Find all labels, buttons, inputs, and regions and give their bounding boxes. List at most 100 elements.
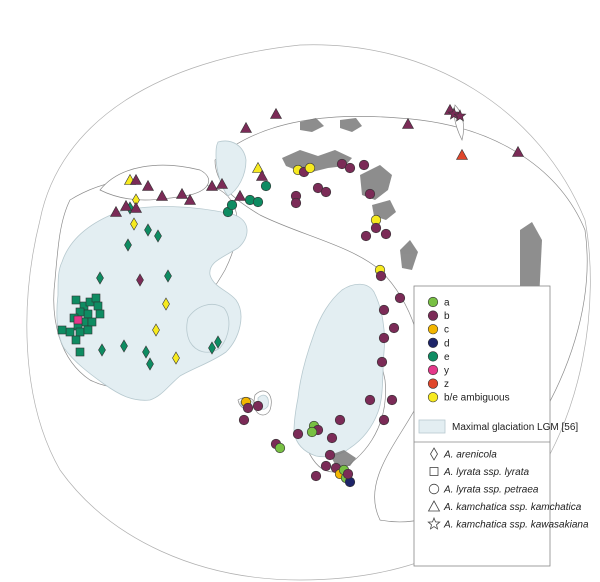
taxon-legend-item: A. kamchatica ssp. kamchatica bbox=[427, 500, 582, 513]
taxon-label: A. kamchatica ssp. kawasakiana bbox=[443, 520, 589, 531]
taxa-legend: A. arenicola A. lyrata ssp. lyrata A. lyra… bbox=[427, 447, 589, 531]
lyrata-marker bbox=[83, 309, 93, 319]
lyrata-marker bbox=[75, 347, 85, 357]
petraea-marker bbox=[334, 414, 346, 426]
petraea-marker bbox=[252, 400, 264, 412]
cluster-legend-item: z bbox=[427, 378, 449, 390]
kawasakiana-marker bbox=[453, 109, 467, 122]
taxon-label: A. arenicola bbox=[443, 450, 497, 461]
kamchatica-marker bbox=[455, 148, 469, 160]
alps-mountains bbox=[330, 450, 356, 466]
taxon-legend-item: A. lyrata ssp. lyrata bbox=[429, 467, 529, 478]
petraea-marker bbox=[312, 182, 324, 194]
siberian-mountains-2 bbox=[340, 118, 362, 132]
arenicola-marker bbox=[136, 273, 144, 287]
greenland-ice bbox=[186, 304, 230, 353]
kamchatica-marker bbox=[175, 187, 189, 199]
cluster-label: b/e ambiguous bbox=[444, 393, 510, 404]
kamchatica-marker bbox=[255, 169, 269, 181]
arenicola-marker bbox=[96, 271, 104, 285]
petraea-marker bbox=[380, 228, 392, 240]
kamchatica-markers bbox=[109, 103, 525, 217]
arenicola-marker bbox=[124, 238, 132, 252]
east-asian-mountains bbox=[400, 240, 418, 270]
lyrata-marker bbox=[75, 327, 85, 337]
taxon-circle-icon bbox=[428, 483, 440, 495]
cluster-swatch bbox=[427, 378, 439, 389]
caucasus-mountains bbox=[300, 118, 324, 132]
petraea-marker bbox=[260, 180, 272, 192]
kamchatica-marker bbox=[141, 179, 155, 191]
cluster-swatch bbox=[427, 351, 439, 362]
lyrata-marker bbox=[95, 309, 105, 319]
arenicola-marker bbox=[144, 223, 152, 237]
cluster-swatch bbox=[427, 296, 439, 308]
petraea-marker bbox=[378, 414, 390, 426]
kawasakiana-markers bbox=[447, 107, 467, 122]
glaciation-legend-item: Maximal glaciation LGM [56] bbox=[418, 419, 578, 434]
arenicola-marker bbox=[142, 345, 150, 359]
petraea-marker bbox=[306, 426, 318, 438]
kawasakiana-marker bbox=[447, 107, 461, 120]
lyrata-markers bbox=[57, 293, 105, 357]
petraea-marker bbox=[252, 196, 264, 208]
arenicola-marker bbox=[98, 343, 106, 357]
lyrata-marker bbox=[57, 325, 67, 335]
kamchatica-marker bbox=[401, 117, 415, 129]
petraea-marker bbox=[386, 394, 398, 406]
petraea-marker bbox=[342, 468, 354, 480]
arenicola-marker bbox=[146, 357, 154, 371]
fennoscandian-ice-sheet bbox=[293, 283, 385, 458]
lyrata-marker bbox=[93, 301, 103, 311]
taxon-label: A. kamchatica ssp. kamchatica bbox=[443, 502, 582, 513]
cluster-swatch bbox=[427, 364, 439, 376]
kamchatica-marker bbox=[129, 173, 143, 185]
cluster-swatch bbox=[427, 337, 439, 348]
cluster-legend-item: b/e ambiguous bbox=[427, 392, 510, 404]
arenicola-marker bbox=[130, 217, 138, 231]
petraea-marker bbox=[376, 356, 388, 368]
cluster-legend-item: y bbox=[427, 364, 449, 377]
kamchatica-marker bbox=[129, 201, 143, 213]
petraea-marker bbox=[358, 159, 370, 171]
petraea-marker bbox=[324, 449, 336, 461]
lyrata-marker bbox=[73, 315, 83, 325]
cluster-label: c bbox=[444, 325, 449, 336]
arenicola-marker bbox=[164, 269, 172, 283]
arenicola-marker bbox=[214, 335, 222, 349]
cluster-swatch bbox=[427, 324, 439, 335]
petraea-marker bbox=[238, 414, 250, 426]
cluster-label: y bbox=[444, 366, 449, 377]
taxon-label: A. lyrata ssp. lyrata bbox=[443, 467, 529, 478]
petraea-marker bbox=[310, 470, 322, 482]
petraea-marker bbox=[242, 402, 254, 414]
arenicola-marker bbox=[152, 323, 160, 337]
petraea-marker bbox=[290, 197, 302, 209]
lyrata-marker bbox=[87, 317, 97, 327]
taxon-square-icon bbox=[429, 467, 439, 476]
petraea-marker bbox=[370, 222, 382, 234]
petraea-marker bbox=[394, 292, 406, 304]
taxon-label: A. lyrata ssp. petraea bbox=[443, 485, 539, 496]
kamchatica-marker bbox=[233, 189, 247, 201]
cluster-label: z bbox=[444, 379, 449, 390]
cluster-label: b bbox=[444, 311, 450, 322]
cluster-legend-item: b bbox=[427, 310, 450, 322]
taxon-legend-item: A. arenicola bbox=[430, 447, 497, 461]
glaciation-swatch bbox=[418, 419, 446, 434]
lyrata-marker bbox=[71, 295, 81, 305]
petraea-marker bbox=[326, 432, 338, 444]
sayan-mountains bbox=[372, 200, 396, 220]
petraea-marker bbox=[375, 270, 387, 282]
arenicola-marker bbox=[208, 341, 216, 355]
petraea-marker bbox=[378, 304, 390, 316]
petraea-marker bbox=[336, 158, 348, 170]
petraea-marker bbox=[304, 162, 316, 174]
lyrata-marker bbox=[65, 327, 75, 337]
kamchatica-marker bbox=[183, 193, 197, 205]
petraea-marker bbox=[274, 442, 286, 454]
petraea-marker bbox=[292, 428, 304, 440]
arenicola-marker bbox=[120, 339, 128, 353]
